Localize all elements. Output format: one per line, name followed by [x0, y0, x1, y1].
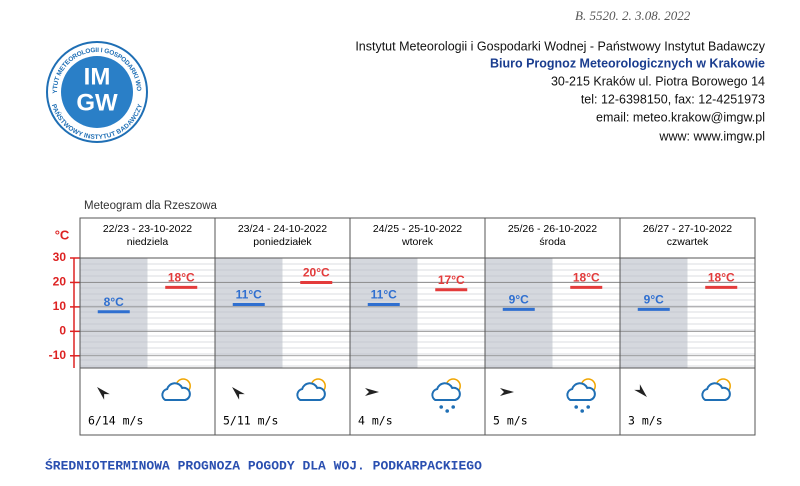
- wind-arrow: [97, 387, 110, 400]
- footer-title: ŚREDNIOTERMINOWA PROGNOZA POGODY DLA WOJ…: [45, 458, 482, 473]
- night-shade: [215, 258, 283, 368]
- cloud: [566, 382, 596, 401]
- wind: 5/11 m/s: [223, 414, 278, 428]
- logo-bottom: GW: [76, 89, 118, 116]
- y-label: °C: [55, 227, 70, 242]
- rain-drop: [574, 405, 578, 409]
- email: email: meteo.krakow@imgw.pl: [596, 110, 765, 124]
- temp-label: 11°C: [236, 288, 262, 302]
- y-tick-label: 0: [59, 324, 66, 338]
- y-tick-label: 30: [53, 250, 67, 264]
- temp-label: 18°C: [168, 271, 195, 285]
- wind: 6/14 m/s: [88, 414, 143, 428]
- night-shade: [620, 258, 688, 368]
- cloud: [431, 382, 461, 401]
- y-tick-label: -10: [49, 348, 67, 362]
- office: Biuro Prognoz Meteorologicznych w Krakow…: [490, 56, 765, 70]
- wind-arrow: [232, 387, 245, 400]
- wind: 3 m/s: [628, 414, 663, 428]
- y-tick-label: 10: [53, 299, 67, 313]
- phone: tel: 12-6398150, fax: 12-4251973: [581, 92, 765, 106]
- temp-label: 20°C: [303, 266, 330, 280]
- cloud: [701, 382, 731, 401]
- weekday: środa: [539, 236, 565, 248]
- chart-title: Meteogram dla Rzeszowa: [84, 200, 218, 212]
- wind-arrow: [365, 388, 379, 396]
- date: 25/26 - 26-10-2022: [508, 223, 597, 235]
- rain-drop: [586, 405, 590, 409]
- date: 26/27 - 27-10-2022: [643, 223, 732, 235]
- wind: 4 m/s: [358, 414, 393, 428]
- temp-label: 8°C: [104, 295, 124, 309]
- rain-drop: [445, 409, 450, 413]
- temp-label: 11°C: [371, 288, 397, 302]
- address: 30-215 Kraków ul. Piotra Borowego 14: [551, 74, 765, 88]
- night-shade: [350, 258, 418, 368]
- frame: [79, 217, 756, 436]
- handwritten-note: B. 5520. 2. 3.08. 2022: [575, 8, 691, 23]
- cloud: [161, 382, 191, 401]
- night-shade: [485, 258, 553, 368]
- www: www: www.imgw.pl: [658, 129, 765, 143]
- temp-label: 18°C: [573, 271, 600, 285]
- rain-drop: [580, 409, 584, 413]
- wind: 5 m/s: [493, 414, 528, 428]
- temp-label: 9°C: [644, 293, 664, 307]
- temp-label: 18°C: [708, 271, 735, 285]
- logo: INSTYTUT METEOROLOGII I GOSPODARKI WODNE…: [0, 0, 148, 143]
- logo-top: IM: [84, 63, 111, 90]
- temp-label: 9°C: [509, 293, 529, 307]
- rain-drop: [439, 405, 444, 409]
- temp-label: 17°C: [438, 273, 465, 287]
- wind-arrow: [500, 388, 514, 396]
- date: 22/23 - 23-10-2022: [103, 223, 192, 235]
- institute: Instytut Meteorologii i Gospodarki Wodne…: [355, 39, 765, 53]
- weekday: czwartek: [667, 236, 709, 248]
- wind-arrow: [634, 384, 647, 397]
- weekday: wtorek: [401, 236, 434, 248]
- date: 23/24 - 24-10-2022: [238, 223, 327, 235]
- cloud: [296, 382, 326, 401]
- weekday: niedziela: [127, 236, 169, 248]
- weekday: poniedziałek: [253, 236, 312, 248]
- y-tick-label: 20: [53, 275, 67, 289]
- date: 24/25 - 25-10-2022: [373, 223, 462, 235]
- rain-drop: [451, 405, 456, 409]
